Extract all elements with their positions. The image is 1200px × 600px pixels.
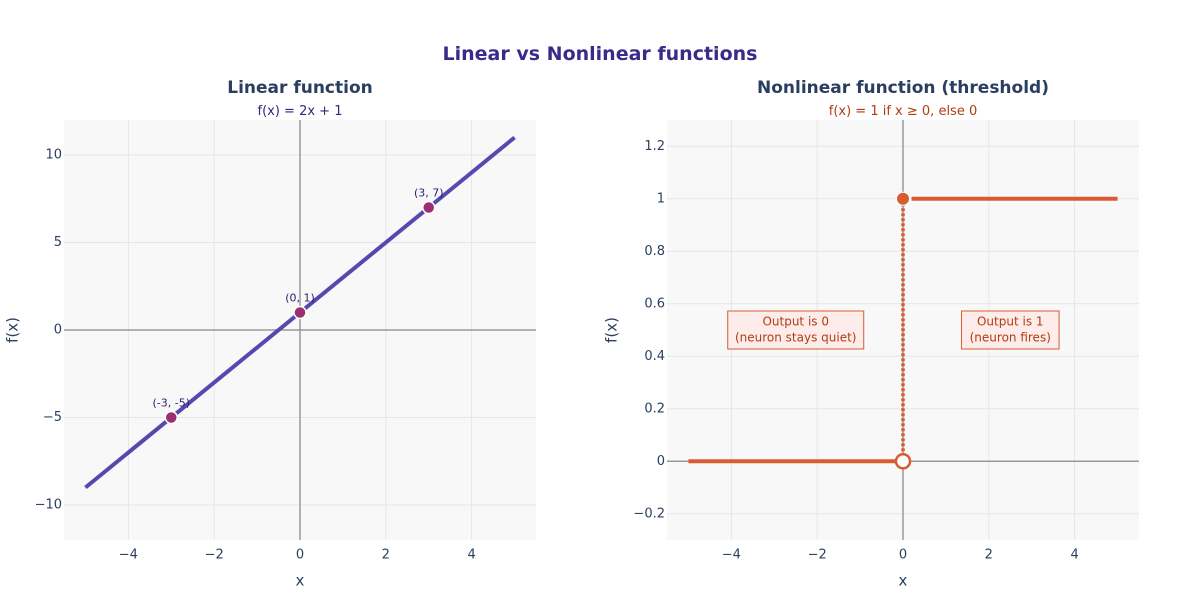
threshold-function-panel: −4 −2 0 2 4 −0.2 0 0.2 0.4 0.6 0.8 1 1.2 Nonlinear fu…	[603, 78, 1139, 590]
data-point-label: (3, 7)	[414, 187, 444, 200]
x-axis-title: x	[899, 572, 908, 590]
panel-subtitle: f(x) = 1 if x ≥ 0, else 0	[829, 104, 977, 119]
x-tick-label: −2	[205, 548, 224, 563]
y-tick-label: 1.2	[644, 139, 665, 154]
x-tick-label: 4	[1070, 548, 1078, 563]
panel-subtitle: f(x) = 2x + 1	[258, 104, 343, 119]
data-point-marker	[164, 410, 179, 425]
y-tick-label: −5	[43, 410, 62, 425]
data-point-label: (-3, -5)	[153, 397, 191, 410]
y-tick-label: 0	[657, 454, 665, 469]
panel-title: Linear function	[227, 78, 372, 98]
open-point-marker	[894, 453, 912, 470]
y-tick-label: −0.2	[633, 506, 665, 521]
x-tick-label: 4	[467, 548, 475, 563]
y-tick-label: 1	[657, 191, 665, 206]
annotation-text-line: Output is 1	[977, 315, 1044, 329]
data-point-label: (0, 1)	[285, 292, 315, 305]
panel-title: Nonlinear function (threshold)	[757, 78, 1049, 98]
annotation-text-line: (neuron stays quiet)	[735, 331, 857, 345]
x-tick-label: −4	[119, 548, 138, 563]
data-point-marker	[421, 200, 436, 215]
y-axis-title: f(x)	[4, 317, 22, 343]
annotation-box: Output is 1 (neuron fires)	[960, 310, 1060, 350]
x-tick-label: −4	[722, 548, 741, 563]
x-axis-title: x	[296, 572, 305, 590]
y-tick-label: 0.8	[644, 244, 665, 259]
x-tick-label: 2	[985, 548, 993, 563]
y-tick-label: 0.4	[644, 349, 665, 364]
data-point-marker	[293, 305, 307, 320]
annotation-text-line: Output is 0	[762, 315, 829, 329]
figure-title: Linear vs Nonlinear functions	[443, 43, 758, 65]
y-axis-title: f(x)	[603, 317, 621, 343]
linear-function-panel: −4 −2 0 2 4 −10 −5 0 5 10 Linear function f(x) = 2x…	[4, 78, 536, 590]
filled-point-marker	[896, 191, 910, 206]
x-tick-label: 0	[296, 548, 304, 563]
y-tick-label: 0.2	[644, 401, 665, 416]
y-tick-label: 0	[54, 323, 62, 338]
x-tick-label: −2	[808, 548, 827, 563]
annotation-background	[727, 310, 865, 350]
annotation-text-line: (neuron fires)	[970, 331, 1051, 345]
y-tick-label: 5	[54, 235, 62, 250]
y-tick-label: 10	[45, 148, 62, 163]
y-tick-label: −10	[35, 498, 62, 513]
x-tick-label: 2	[382, 548, 390, 563]
annotation-box: Output is 0 (neuron stays quiet)	[727, 310, 865, 350]
x-tick-label: 0	[899, 548, 907, 563]
annotation-background	[960, 310, 1060, 350]
y-tick-label: 0.6	[644, 296, 665, 311]
